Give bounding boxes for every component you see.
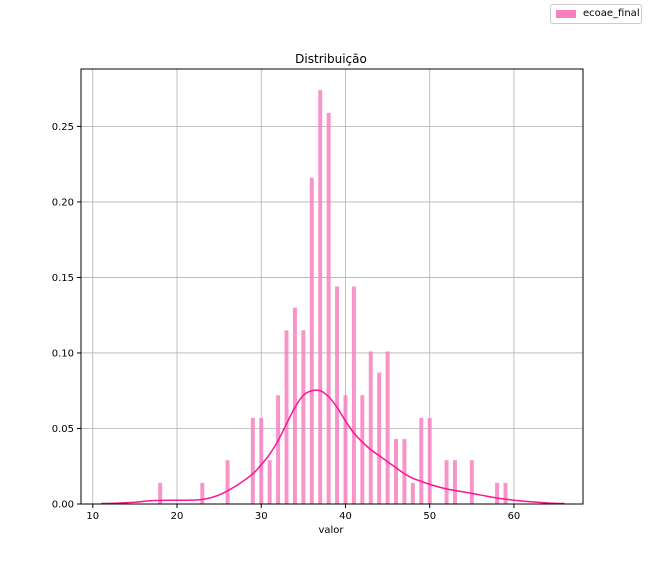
histogram-bar (335, 286, 340, 504)
histogram-bar (394, 439, 398, 504)
histogram-bar (259, 417, 264, 504)
histogram-bar (402, 439, 407, 504)
grid-lines (81, 69, 583, 505)
histogram-bar (495, 482, 500, 504)
x-axis-label: valor (318, 525, 344, 536)
histogram-bar (326, 112, 331, 504)
histogram-bar (225, 460, 230, 504)
plot-frame (80, 68, 584, 505)
x-tick-label: 50 (423, 511, 436, 522)
x-tick-label: 60 (508, 511, 521, 522)
histogram-bar (503, 482, 508, 504)
histogram-bar (267, 460, 272, 504)
y-tick-label: 0.05 (52, 424, 74, 435)
histogram-bar (444, 460, 449, 504)
histogram-bar (360, 395, 365, 504)
y-tick-label: 0.20 (52, 197, 74, 208)
histogram-bar (469, 460, 474, 504)
x-tick-label: 40 (339, 511, 352, 522)
histogram-bar (309, 177, 314, 504)
legend-label-ecoae-final: ecoae_final (583, 8, 640, 19)
histogram-bar (318, 90, 323, 504)
kde-curve (101, 389, 565, 505)
y-tick-label: 0.15 (52, 273, 74, 284)
histogram-bar (200, 482, 205, 504)
histogram-bar (427, 417, 432, 504)
y-tick-label: 0.00 (52, 500, 74, 511)
histogram-bar (377, 372, 382, 504)
histogram-bar (276, 395, 281, 504)
histogram-bar (419, 417, 424, 504)
x-tick-label: 10 (86, 511, 99, 522)
histogram-bar (385, 351, 390, 504)
histogram-bar (351, 286, 356, 504)
x-tick-label: 20 (171, 511, 184, 522)
legend-swatch-ecoae-final (556, 10, 576, 18)
legend: ecoae_final (550, 4, 642, 24)
histogram-bar (368, 351, 373, 504)
histogram-bar (250, 417, 255, 504)
histogram-bar (452, 460, 457, 504)
histogram-bar (301, 330, 306, 504)
histogram-bar (410, 482, 415, 504)
histogram-bars (158, 90, 508, 504)
histogram-bar (158, 482, 163, 504)
chart-title: Distribuição (295, 52, 367, 66)
y-tick-label: 0.10 (52, 348, 74, 359)
x-tick-label: 30 (255, 511, 268, 522)
histogram-bar (292, 307, 297, 504)
y-tick-label: 0.25 (52, 122, 74, 133)
histogram-bar (284, 330, 289, 504)
x-axis-ticks: 10 20 30 40 50 60 (86, 504, 520, 522)
histogram-bar (343, 395, 348, 504)
y-axis-ticks: 0.00 0.05 0.10 0.15 0.20 0.25 (52, 122, 81, 511)
kde-line (101, 389, 565, 505)
